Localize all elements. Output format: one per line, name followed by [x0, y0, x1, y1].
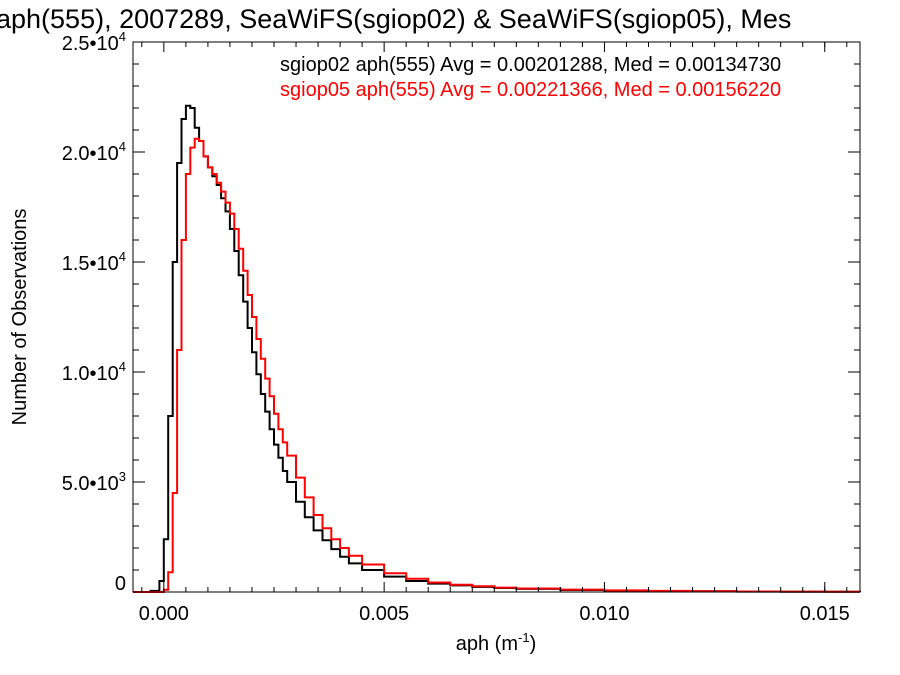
x-axis: 0.000 0.005 0.010 0.015 — [139, 42, 850, 625]
y-tick-label: 2.0•104 — [62, 139, 126, 165]
series-layer — [133, 104, 861, 593]
plot-frame — [132, 41, 861, 593]
y-tick-label-exponent: 4 — [119, 249, 126, 264]
y-tick-label: 0 — [115, 573, 126, 595]
y-tick-label-mantissa: 1.5•10 — [62, 253, 119, 275]
series-line-2 — [133, 137, 861, 593]
annotation-sgiop02: sgiop02 aph(555) Avg = 0.00201288, Med =… — [280, 54, 781, 76]
y-tick-label-mantissa: 5.0•10 — [62, 473, 119, 495]
y-tick-label: 2.5•104 — [62, 29, 126, 55]
y-tick-label-exponent: 3 — [119, 469, 126, 484]
x-axis-label-close: ) — [530, 633, 537, 655]
x-axis-label-main: aph (m — [456, 633, 518, 655]
y-tick-label-mantissa: 2.5•10 — [62, 33, 119, 55]
y-tick-label: 1.0•104 — [62, 359, 126, 385]
y-axis-label: Number of Observations — [9, 209, 31, 426]
x-axis-label-unit-exponent: -1 — [518, 630, 530, 645]
x-tick-label: 0.010 — [579, 603, 629, 625]
y-tick-label: 1.5•104 — [62, 249, 126, 275]
y-tick-label-exponent: 4 — [119, 29, 126, 44]
y-tick-label-mantissa: 1.0•10 — [62, 363, 119, 385]
plot-area: 0.000 0.005 0.010 0.015 05.0•1031.0•1041.5•… — [62, 29, 861, 625]
x-tick-label: 0.005 — [359, 603, 409, 625]
y-tick-label-exponent: 4 — [119, 139, 126, 154]
y-tick-label: 5.0•103 — [62, 469, 126, 495]
y-tick-label-mantissa: 2.0•10 — [62, 143, 119, 165]
annotation-sgiop05: sgiop05 aph(555) Avg = 0.00221366, Med =… — [280, 79, 781, 101]
y-tick-label-exponent: 4 — [119, 359, 126, 374]
chart-title: aph(555), 2007289, SeaWiFS(sgiop02) & Se… — [0, 4, 791, 34]
x-tick-label: 0.000 — [139, 603, 189, 625]
y-tick-label-mantissa: 0 — [115, 573, 126, 595]
x-axis-label: aph (m-1) — [456, 630, 536, 655]
series-line-1 — [133, 104, 861, 593]
x-tick-label: 0.015 — [800, 603, 850, 625]
